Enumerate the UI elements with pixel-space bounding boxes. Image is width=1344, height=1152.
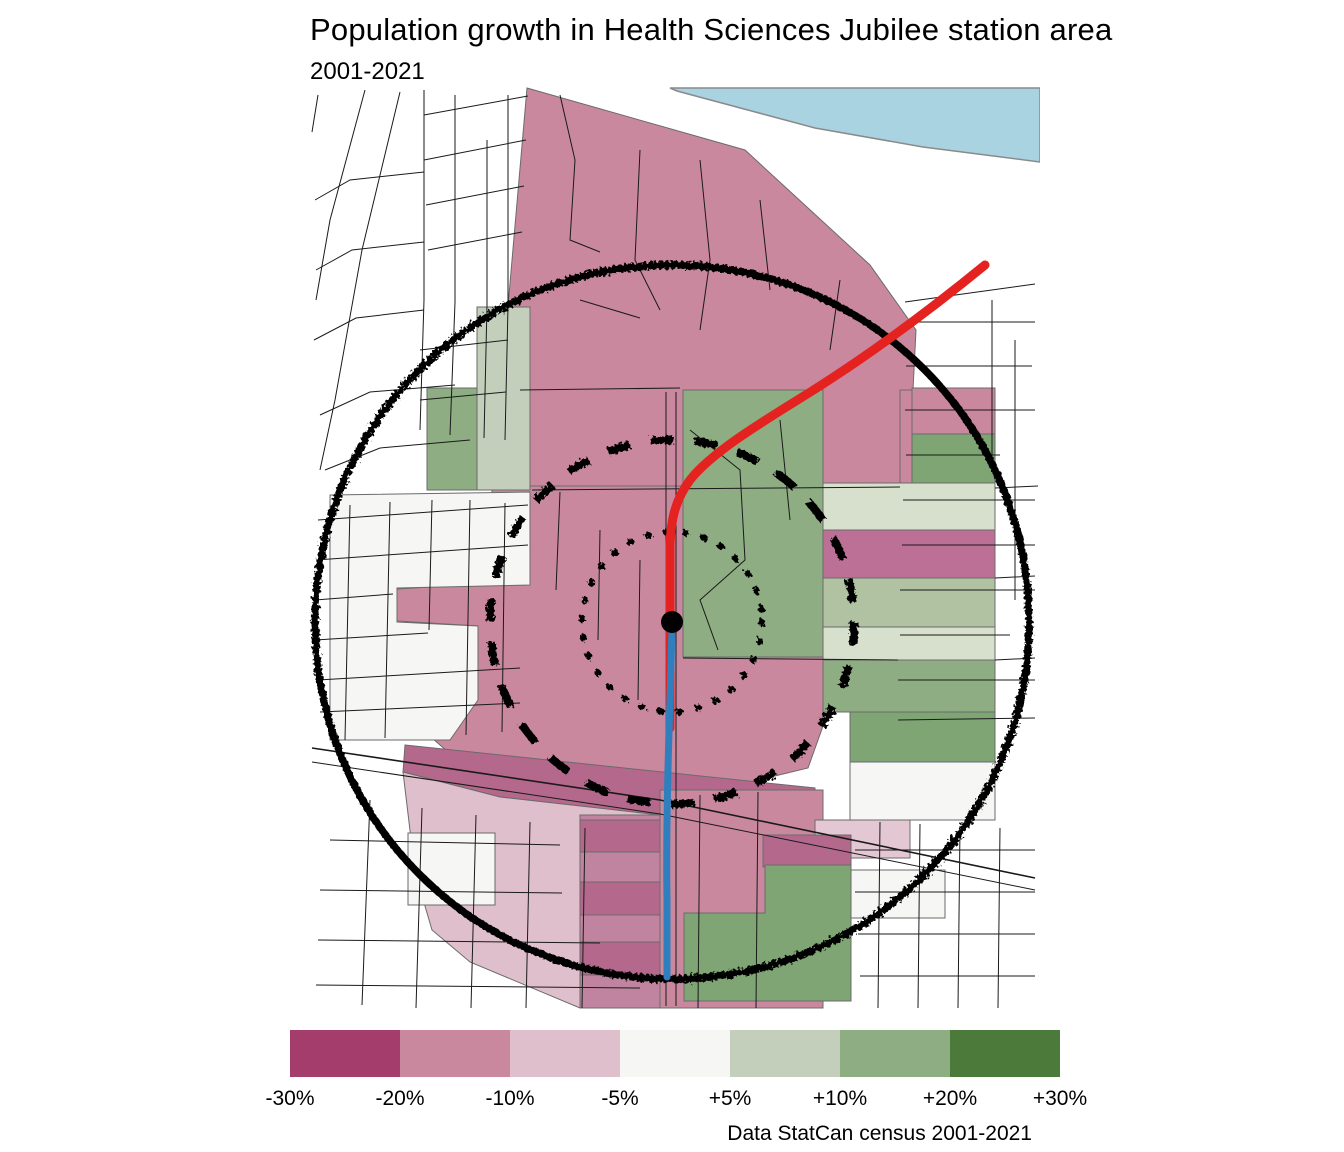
- street: [470, 814, 477, 1009]
- street: [319, 91, 401, 471]
- census-tract: [822, 529, 996, 579]
- street: [319, 702, 521, 713]
- inner-circle-dotted: [578, 528, 766, 716]
- street: [317, 667, 521, 681]
- census-tract: [822, 482, 996, 531]
- census-tract: [849, 761, 996, 821]
- street: [314, 632, 429, 641]
- legend-label: +5%: [708, 1087, 752, 1110]
- street: [597, 529, 601, 641]
- middle-circle-dashed: [486, 436, 858, 808]
- street: [313, 309, 425, 341]
- street: [425, 185, 525, 206]
- street: [384, 501, 391, 739]
- rail-line-red: [665, 260, 990, 733]
- water-body: [669, 87, 1040, 163]
- street: [779, 419, 791, 521]
- census-tract: [329, 491, 531, 741]
- street: [957, 825, 961, 1009]
- street: [315, 241, 425, 271]
- legend-label: -20%: [375, 1087, 425, 1110]
- census-tract: [682, 389, 824, 658]
- legend-swatch: [730, 1030, 840, 1077]
- legend-label: +10%: [812, 1087, 868, 1110]
- walkshed-circles: [311, 261, 1033, 983]
- legend-label: +20%: [922, 1087, 978, 1110]
- street: [314, 171, 425, 201]
- outer-circle: [311, 261, 1033, 983]
- street: [531, 486, 901, 491]
- legend-swatch: [510, 1030, 620, 1077]
- map-title: Population growth in Health Sciences Jub…: [310, 12, 1113, 47]
- map-subtitle: 2001-2021: [310, 58, 425, 85]
- street: [311, 747, 1036, 879]
- street: [483, 304, 488, 439]
- street: [423, 139, 527, 161]
- station-marker: [661, 611, 683, 633]
- street: [559, 94, 601, 253]
- street: [634, 149, 661, 311]
- street: [689, 429, 746, 651]
- street: [311, 94, 319, 133]
- street: [465, 499, 471, 736]
- street: [697, 794, 701, 1009]
- street: [415, 807, 423, 1009]
- census-tract: [579, 819, 661, 853]
- street: [699, 159, 711, 331]
- street: [555, 491, 561, 591]
- street: [361, 799, 371, 1006]
- street: [317, 504, 529, 521]
- census-tracts: [329, 87, 996, 1009]
- census-tract: [683, 864, 852, 1002]
- street: [319, 384, 456, 416]
- street: [311, 761, 1036, 891]
- legend-label: +30%: [1032, 1087, 1088, 1110]
- street: [917, 823, 921, 1009]
- legend-label: -30%: [265, 1087, 315, 1110]
- street: [419, 339, 509, 351]
- street: [427, 231, 523, 251]
- street: [637, 559, 641, 701]
- street: [324, 439, 471, 471]
- street: [682, 657, 899, 661]
- street: [829, 279, 841, 351]
- street: [997, 827, 1001, 1009]
- street: [519, 387, 681, 391]
- street: [581, 827, 586, 1009]
- street: [423, 95, 529, 116]
- street: [904, 283, 1036, 303]
- legend-label: -10%: [485, 1087, 535, 1110]
- street: [428, 499, 433, 631]
- legend-swatch: [400, 1030, 510, 1077]
- street: [449, 301, 456, 436]
- rail-line-blue: [663, 624, 676, 981]
- street: [315, 984, 641, 989]
- street: [315, 89, 366, 301]
- legend-swatch: [620, 1030, 730, 1077]
- census-tract: [579, 881, 661, 916]
- street: [344, 504, 351, 741]
- census-tract: [911, 387, 996, 435]
- legend-label: -5%: [601, 1087, 639, 1110]
- street: [579, 299, 641, 319]
- legend-swatch: [950, 1030, 1060, 1077]
- data-source-caption: Data StatCan census 2001-2021: [727, 1122, 1032, 1145]
- census-tract: [426, 387, 478, 491]
- street: [504, 305, 509, 441]
- legend-swatch: [290, 1030, 400, 1077]
- street: [525, 821, 531, 1009]
- census-tract: [407, 832, 496, 906]
- census-tract: [762, 834, 852, 868]
- street: [419, 391, 507, 401]
- legend-swatch: [840, 1030, 950, 1077]
- census-tract: [849, 711, 996, 763]
- legend-color-bar: [290, 1030, 1060, 1077]
- street: [314, 593, 394, 601]
- street: [315, 544, 529, 561]
